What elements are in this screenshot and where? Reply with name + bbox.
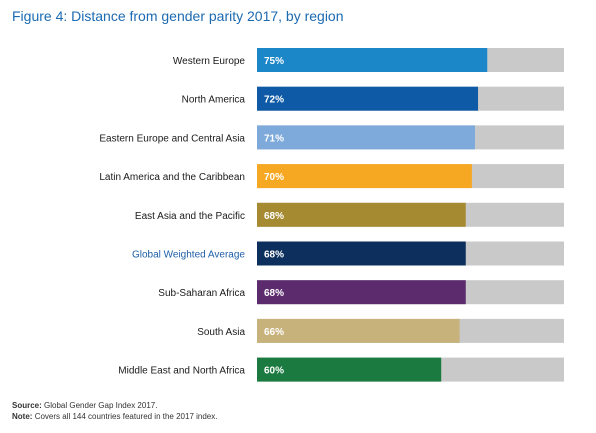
category-label: Sub-Saharan Africa (158, 288, 245, 299)
bar (257, 357, 442, 382)
bar (257, 86, 479, 111)
bar (257, 202, 466, 227)
bar (257, 280, 466, 305)
value-label: 66% (264, 327, 284, 338)
value-label: 68% (264, 250, 284, 261)
value-label: 71% (264, 133, 284, 144)
bar (257, 318, 460, 343)
category-label: East Asia and the Pacific (135, 211, 245, 222)
source-label: Source: (12, 401, 42, 410)
source-note: Source: Global Gender Gap Index 2017. (12, 401, 157, 410)
source-text: Global Gender Gap Index 2017. (44, 401, 158, 410)
bar (257, 48, 488, 72)
bar (257, 241, 466, 266)
category-label: Global Weighted Average (132, 250, 245, 261)
chart-title: Figure 4: Distance from gender parity 20… (12, 8, 344, 24)
coverage-note: Note: Covers all 144 countries featured … (12, 412, 217, 421)
value-label: 68% (264, 211, 284, 222)
bar (257, 125, 475, 150)
value-label: 72% (264, 95, 284, 106)
note-label: Note: (12, 412, 33, 421)
note-text: Covers all 144 countries featured in the… (34, 412, 218, 421)
value-label: 60% (264, 366, 284, 377)
category-label: South Asia (197, 327, 245, 338)
category-label: North America (182, 95, 246, 106)
category-label: Latin America and the Caribbean (99, 172, 245, 183)
bar (257, 164, 472, 189)
value-label: 75% (264, 56, 284, 67)
value-label: 70% (264, 172, 284, 183)
category-label: Middle East and North Africa (118, 366, 245, 377)
value-label: 68% (264, 288, 284, 299)
category-label: Western Europe (173, 56, 246, 67)
category-label: Eastern Europe and Central Asia (99, 133, 245, 144)
